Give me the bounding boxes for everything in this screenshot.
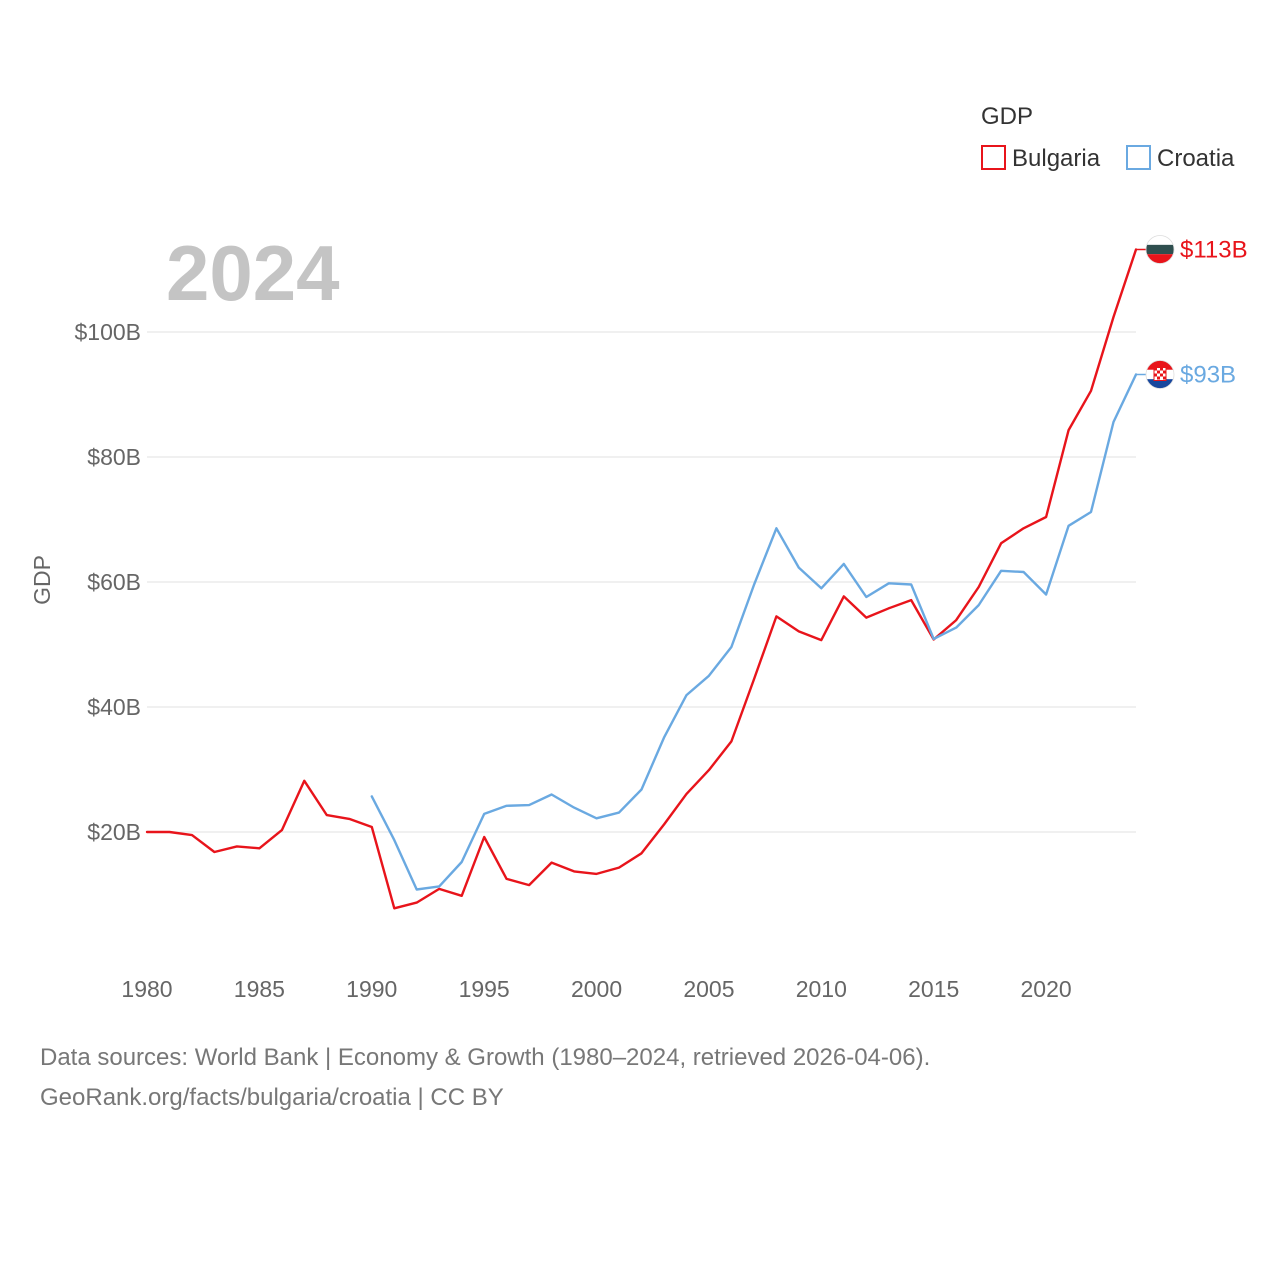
y-axis-title: GDP — [29, 555, 55, 605]
x-tick-label: 2000 — [571, 976, 622, 1002]
x-tick-label: 1985 — [234, 976, 285, 1002]
footer-credit-link[interactable]: GeoRank.org/facts/bulgaria/croatia | CC … — [40, 1084, 504, 1111]
x-tick-label: 1990 — [346, 976, 397, 1002]
x-tick-label: 1995 — [459, 976, 510, 1002]
legend-swatch — [1126, 145, 1151, 170]
x-tick-label: 2005 — [683, 976, 734, 1002]
series-lines — [145, 248, 1138, 910]
legend-item-croatia[interactable]: Croatia — [1126, 145, 1235, 172]
x-tick-label: 2020 — [1021, 976, 1072, 1002]
legend-label: Croatia — [1157, 145, 1235, 172]
y-tick-label: $80B — [87, 444, 141, 470]
y-tick-label: $60B — [87, 569, 141, 595]
y-axis-tick-labels: $20B $40B $60B $80B $100B — [74, 319, 141, 845]
legend-title: GDP — [981, 103, 1033, 130]
legend-item-bulgaria[interactable]: Bulgaria — [981, 145, 1101, 172]
legend-swatch — [981, 145, 1006, 170]
y-tick-label: $20B — [87, 819, 141, 845]
legend-label: Bulgaria — [1012, 145, 1101, 172]
x-axis-tick-labels: 1980 1985 1990 1995 2000 2005 2010 2015 2020 — [121, 976, 1071, 1002]
y-tick-label: $40B — [87, 694, 141, 720]
x-tick-label: 2010 — [796, 976, 847, 1002]
series-line-bulgaria — [145, 248, 1138, 910]
legend-items: Bulgaria Croatia — [981, 145, 1235, 172]
end-value-label-bulgaria: $113B — [1180, 237, 1248, 264]
x-tick-label: 1980 — [121, 976, 172, 1002]
bulgaria-flag-icon — [1145, 235, 1175, 264]
footer-data-sources: Data sources: World Bank | Economy & Gro… — [40, 1044, 931, 1071]
croatia-flag-icon — [1145, 360, 1175, 389]
y-tick-label: $100B — [74, 319, 141, 345]
end-value-label-croatia: $93B — [1180, 362, 1236, 389]
series-line-croatia — [370, 373, 1138, 891]
x-tick-label: 2015 — [908, 976, 959, 1002]
gridlines — [147, 331, 1136, 833]
series-end-markers: $113B $93B — [1136, 235, 1248, 389]
legend: GDP Bulgaria Croatia — [981, 103, 1235, 172]
year-label: 2024 — [166, 229, 340, 317]
